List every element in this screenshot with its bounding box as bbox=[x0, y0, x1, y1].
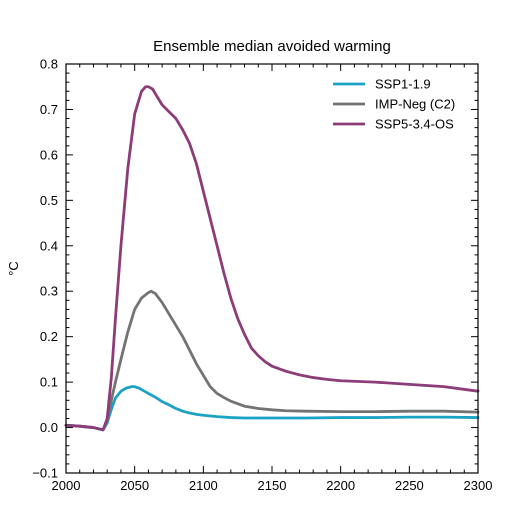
tick-labels: 2000 2050 2100 2150 2200 2250 2300 −0.1 0.0 0.1 0.… bbox=[32, 57, 492, 494]
series-line-1 bbox=[64, 289, 480, 432]
plot-frame bbox=[65, 63, 479, 474]
y-tick-label: 0.2 bbox=[40, 329, 58, 344]
plot-area bbox=[64, 85, 480, 432]
x-tick-label: 2000 bbox=[52, 478, 81, 493]
series-line-2 bbox=[64, 85, 480, 432]
x-tick-label: 2100 bbox=[189, 478, 218, 493]
y-tick-label: 0.8 bbox=[40, 57, 58, 72]
x-tick-label: 2300 bbox=[464, 478, 493, 493]
chart-title: Ensemble median avoided warming bbox=[153, 38, 391, 55]
x-tick-label: 2200 bbox=[326, 478, 355, 493]
y-axis-label: °C bbox=[6, 261, 21, 276]
y-tick-label: −0.1 bbox=[32, 466, 58, 481]
y-tick-label: 0.0 bbox=[40, 420, 58, 435]
y-tick-label: 0.6 bbox=[40, 147, 58, 162]
y-tick-label: 0.5 bbox=[40, 193, 58, 208]
y-tick-label: 0.3 bbox=[40, 284, 58, 299]
x-tick-label: 2050 bbox=[120, 478, 149, 493]
y-tick-label: 0.7 bbox=[40, 102, 58, 117]
series-line-0 bbox=[64, 385, 480, 432]
legend-label-0: SSP1-1.9 bbox=[375, 77, 431, 92]
legend-label-1: IMP-Neg (C2) bbox=[375, 97, 455, 112]
legend: SSP1-1.9 IMP-Neg (C2) SSP5-3.4-OS bbox=[333, 77, 455, 132]
y-tick-label: 0.1 bbox=[40, 375, 58, 390]
x-tick-label: 2150 bbox=[258, 478, 287, 493]
y-tick-label: 0.4 bbox=[40, 238, 58, 253]
x-tick-label: 2250 bbox=[395, 478, 424, 493]
legend-label-2: SSP5-3.4-OS bbox=[375, 117, 454, 132]
